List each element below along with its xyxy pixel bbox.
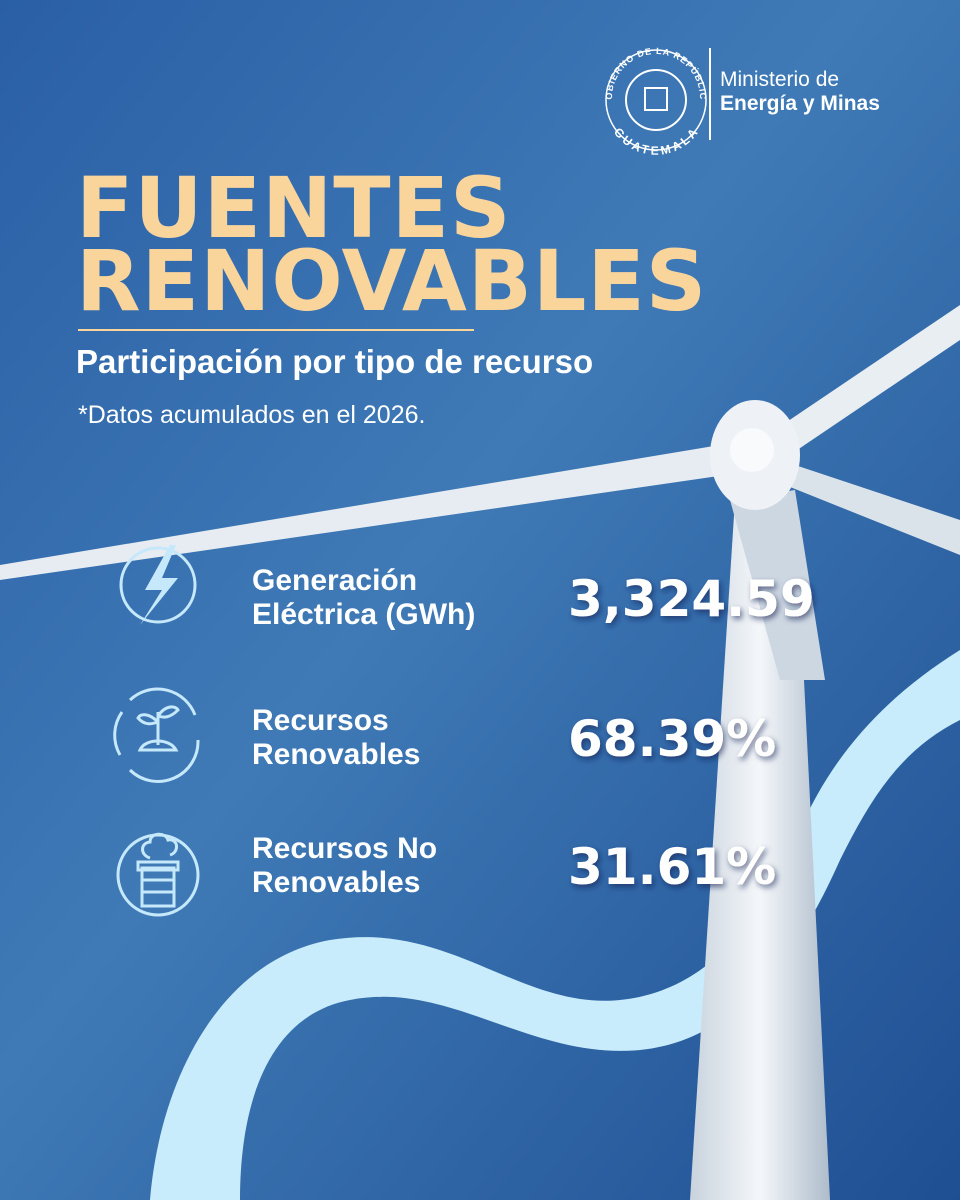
item-label: Recursos [252,704,389,737]
item-label: Generación [252,564,417,597]
wind-turbine [0,305,960,1200]
item-label: Eléctrica (GWh) [252,598,475,631]
ministry-line: Ministerio de [720,68,839,91]
plant-icon [113,687,200,783]
item-label: Renovables [252,866,420,899]
chimney-icon [116,832,200,917]
item-value: 3,324.59 [568,570,815,628]
lightning-icon [119,545,197,625]
note: *Datos acumulados en el 2026. [78,401,425,429]
item-value: 68.39% [568,710,776,768]
title-line: FUENTES [76,159,511,257]
item-label: Renovables [252,738,420,771]
item-value: 31.61% [568,838,776,896]
title-line: RENOVABLES [76,232,707,330]
subtitle: Participación por tipo de recurso [76,343,593,380]
item-label: Recursos No [252,832,437,865]
ministry-line: Energía y Minas [720,92,880,115]
